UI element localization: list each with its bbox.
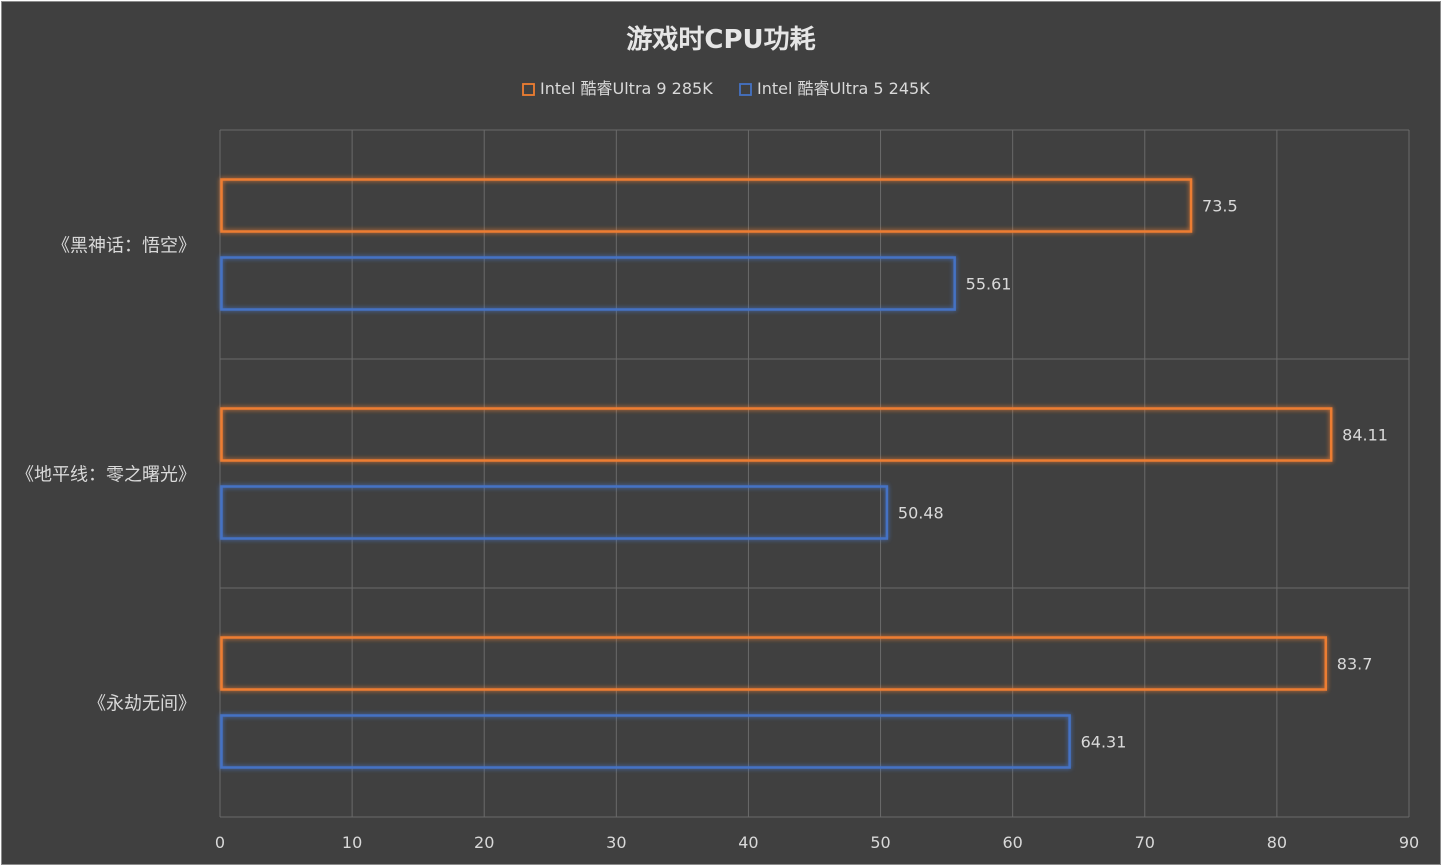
plot-bars <box>220 178 1333 769</box>
chart-title: 游戏时CPU功耗 <box>626 25 815 55</box>
category-label: 《地平线：零之曙光》 <box>16 465 196 486</box>
x-tick-label: 20 <box>474 833 494 852</box>
x-tick-label: 60 <box>1002 833 1022 852</box>
bar-ultra9-285k <box>220 178 1193 233</box>
legend-swatch-285k <box>522 83 535 96</box>
x-tick-label: 30 <box>606 833 626 852</box>
plot-labels: 《黑神话：悟空》 73.5 55.61 《地平线：零之曙光》 84.11 50.48 《永劫… <box>16 197 1388 752</box>
bar-ultra5-245k <box>220 485 889 540</box>
legend-label-245k: Intel 酷睿Ultra 5 245K <box>757 79 930 98</box>
bar-ultra9-285k <box>220 407 1333 462</box>
x-tick-label: 50 <box>870 833 890 852</box>
category-label: 《永劫无间》 <box>88 694 196 715</box>
data-label: 73.5 <box>1202 197 1238 216</box>
bar-ultra9-285k <box>220 636 1328 691</box>
data-label: 83.7 <box>1337 655 1373 674</box>
plot-grid: 0 10 20 30 40 50 60 70 80 90 <box>215 129 1419 852</box>
x-tick-label: 40 <box>738 833 758 852</box>
x-tick-label: 10 <box>342 833 362 852</box>
data-label: 50.48 <box>898 504 944 523</box>
bar-ultra5-245k <box>220 714 1071 769</box>
data-label: 84.11 <box>1342 426 1388 445</box>
bar-ultra5-245k <box>220 256 956 311</box>
x-tick-label: 80 <box>1267 833 1287 852</box>
x-tick-label: 0 <box>215 833 225 852</box>
legend-swatch-245k <box>739 83 752 96</box>
category-label: 《黑神话：悟空》 <box>52 236 196 257</box>
data-label: 64.31 <box>1081 733 1127 752</box>
data-label: 55.61 <box>966 275 1012 294</box>
x-tick-label: 90 <box>1399 833 1419 852</box>
legend-label-285k: Intel 酷睿Ultra 9 285K <box>540 79 713 98</box>
legend: Intel 酷睿Ultra 9 285K Intel 酷睿Ultra 5 245… <box>522 79 930 98</box>
x-tick-label: 70 <box>1135 833 1155 852</box>
